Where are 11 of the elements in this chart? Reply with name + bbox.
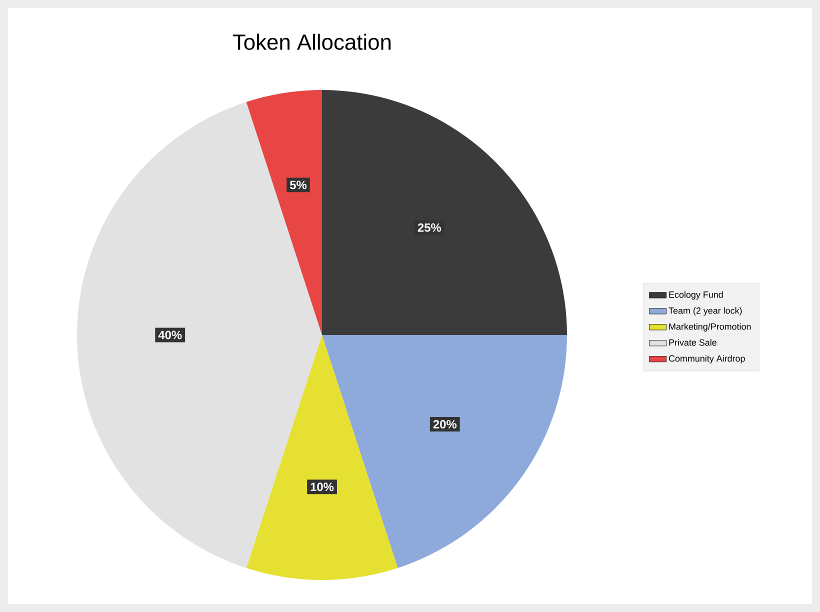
legend-label: Community Airdrop — [668, 355, 745, 364]
chart-title: Token Allocation — [232, 34, 391, 50]
data-label: 10% — [310, 482, 334, 492]
data-label: 40% — [158, 330, 182, 340]
legend-label: Ecology Fund — [669, 291, 723, 300]
data-label: 5% — [290, 180, 307, 190]
data-label: 20% — [433, 420, 457, 428]
legend-label: Private Sale — [669, 339, 716, 346]
legend-label: Team (2 year lock) — [668, 307, 742, 316]
data-label: 25% — [418, 223, 442, 232]
legend-label: Marketing/Promotion — [669, 323, 751, 332]
